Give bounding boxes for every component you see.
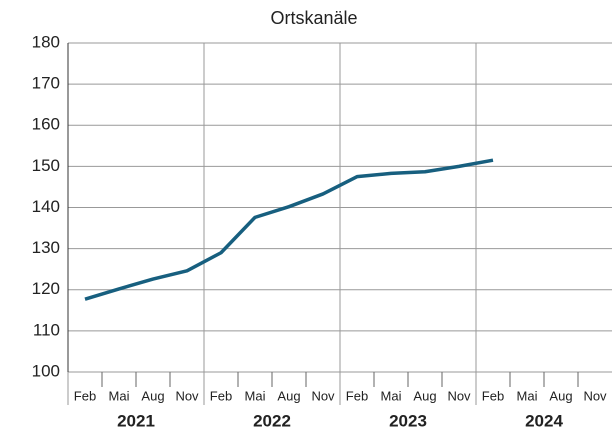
x-tick-label: Nov (311, 388, 335, 403)
line (84, 158, 494, 301)
y-tick-label: 110 (33, 320, 60, 339)
x-tick-label: Nov (175, 388, 199, 403)
y-tick-label: 100 (32, 361, 60, 380)
x-tick-label: Feb (346, 388, 368, 403)
x-tick-label: Feb (482, 388, 504, 403)
x-tick-label: Feb (210, 388, 232, 403)
x-tick-label: Mai (381, 388, 402, 403)
y-tick-label: 150 (32, 156, 60, 175)
y-tick-label: 180 (32, 32, 60, 51)
x-tick-label: Aug (413, 388, 436, 403)
y-tick-label: 120 (32, 279, 60, 298)
x-tick-label: Aug (549, 388, 572, 403)
x-tick-label: Nov (583, 388, 607, 403)
chart-title: Ortskanäle (270, 8, 357, 28)
year-label: 2022 (253, 411, 291, 430)
x-tick-label: Aug (141, 388, 164, 403)
x-tick-label: Mai (109, 388, 130, 403)
y-tick-label: 140 (32, 197, 60, 216)
x-tick-label: Nov (447, 388, 471, 403)
x-tick-label: Feb (74, 388, 96, 403)
year-label: 2024 (525, 411, 563, 430)
x-tick-label: Mai (245, 388, 266, 403)
y-tick-label: 160 (32, 115, 60, 134)
year-label: 2021 (117, 411, 155, 430)
y-tick-label: 130 (32, 238, 60, 257)
year-label: 2023 (389, 411, 427, 430)
x-tick-label: Aug (277, 388, 300, 403)
y-tick-label: 170 (32, 74, 60, 93)
x-tick-label: Mai (517, 388, 538, 403)
